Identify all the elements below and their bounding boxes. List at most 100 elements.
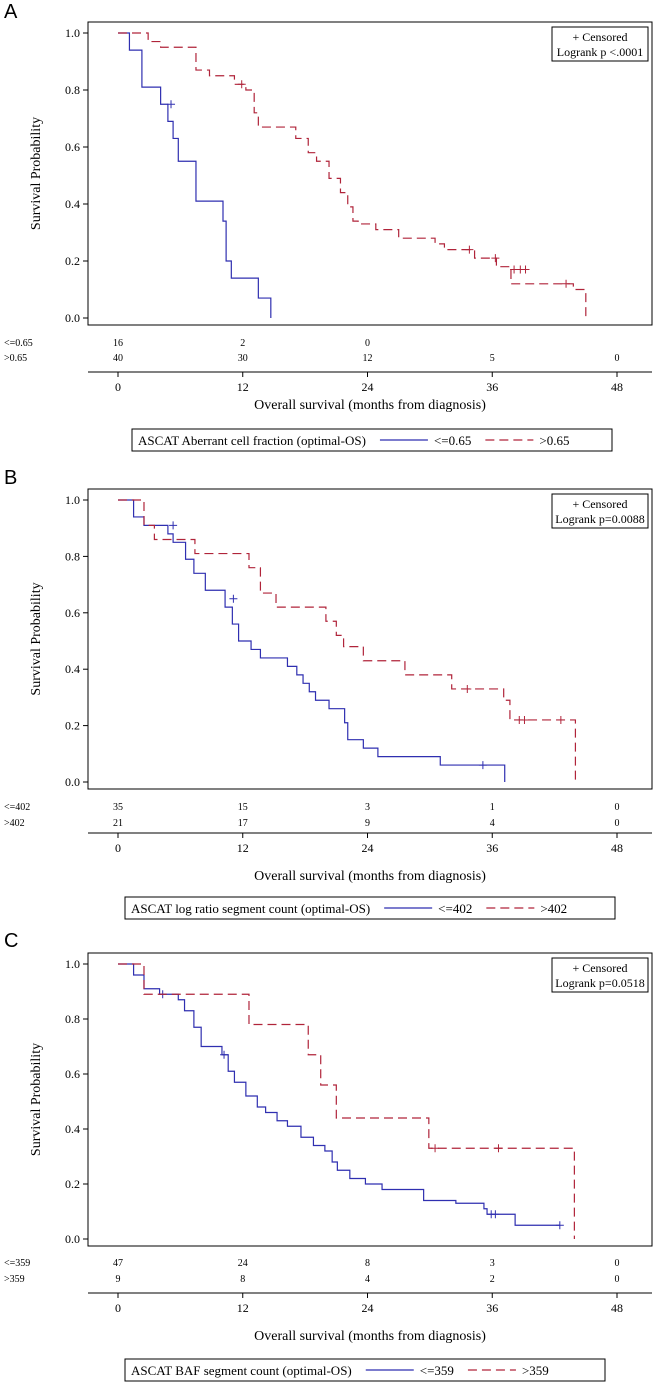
y-tick-label: 0.6 (65, 140, 80, 154)
series-legend-box (124, 896, 616, 920)
x-tick-label: 36 (486, 1301, 498, 1315)
y-tick-label: 0.0 (65, 1232, 80, 1246)
legend-entry: <=0.65 (434, 433, 471, 448)
censor-mark (555, 1221, 564, 1230)
censor-legend-box (551, 26, 649, 62)
logrank-pvalue: Logrank p <.0001 (557, 45, 643, 59)
censor-mark (520, 715, 529, 724)
panel-b: B 0.0 0.2 0.4 0.6 0.8 1.0 Survival Probability 0… (4, 467, 653, 920)
y-tick-label: 0.8 (65, 83, 80, 97)
x-tick-label: 24 (362, 1301, 374, 1315)
risk-group-label: <=359 (4, 1258, 30, 1269)
y-tick-label: 0.2 (65, 254, 80, 268)
y-tick-label: 0.8 (65, 1012, 80, 1026)
y-tick-label: 0.2 (65, 1177, 80, 1191)
y-tick-label: 0.6 (65, 1067, 80, 1081)
censor-mark (494, 1144, 503, 1153)
y-tick-label: 0.2 (65, 719, 80, 733)
plot-frame (87, 488, 653, 790)
y-tick-label: 0.0 (65, 311, 80, 325)
at-risk-count: 8 (365, 1258, 370, 1269)
risk-group-label: <=0.65 (4, 338, 33, 349)
at-risk-count: 2 (490, 1274, 495, 1285)
at-risk-count: 9 (116, 1274, 121, 1285)
y-tick-label: 1.0 (65, 26, 80, 40)
at-risk-count: 3 (365, 802, 370, 813)
risk-group-label: >402 (4, 818, 25, 829)
censor-mark (491, 1210, 500, 1219)
y-tick-label: 0.0 (65, 775, 80, 789)
at-risk-count: 8 (240, 1274, 245, 1285)
legend-entry: >402 (540, 901, 567, 916)
x-tick-label: 0 (115, 841, 121, 855)
at-risk-count: 15 (238, 802, 248, 813)
logrank-pvalue: Logrank p=0.0088 (555, 512, 644, 526)
censor-mark (556, 715, 565, 724)
censor-mark (491, 254, 500, 263)
at-risk-count: 47 (113, 1258, 123, 1269)
x-tick-label: 48 (611, 380, 623, 394)
legend-entry: <=402 (438, 901, 472, 916)
survival-curve-low (118, 499, 506, 782)
at-risk-count: 21 (113, 818, 123, 829)
x-tick-label: 12 (237, 1301, 249, 1315)
survival-curve-low (118, 963, 560, 1226)
censor-mark (562, 279, 571, 288)
at-risk-count: 35 (113, 802, 123, 813)
y-tick-label: 0.8 (65, 549, 80, 563)
series-legend-box (124, 1358, 606, 1382)
x-axis-title: Overall survival (months from diagnosis) (254, 1329, 486, 1344)
y-axis-title: Survival Probability (29, 117, 44, 230)
panel-letter: A (4, 1, 18, 23)
censored-note: + Censored (572, 497, 627, 511)
y-tick-label: 0.4 (65, 197, 80, 211)
survival-curve-high (118, 32, 587, 318)
legend-entry: >0.65 (539, 433, 569, 448)
censor-mark (169, 521, 178, 530)
panel-a: A 0.0 0.2 0.4 0.6 0.8 1.0 Survival Probability 0… (4, 1, 653, 452)
x-tick-label: 48 (611, 1301, 623, 1315)
at-risk-count: 2 (240, 338, 245, 349)
x-tick-label: 24 (362, 380, 374, 394)
at-risk-count: 3 (490, 1258, 495, 1269)
legend-entry: <=359 (420, 1363, 454, 1378)
at-risk-count: 16 (113, 338, 123, 349)
survival-curve-high (118, 963, 575, 1239)
at-risk-count: 12 (363, 353, 373, 364)
x-tick-label: 12 (237, 380, 249, 394)
x-tick-label: 0 (115, 380, 121, 394)
y-axis-title: Survival Probability (29, 582, 44, 695)
censor-mark (521, 265, 530, 274)
survival-curve-low (118, 32, 272, 318)
risk-group-label: >0.65 (4, 353, 27, 364)
x-tick-label: 48 (611, 841, 623, 855)
at-risk-count: 0 (615, 818, 620, 829)
censor-mark (431, 1144, 440, 1153)
at-risk-count: 0 (365, 338, 370, 349)
censor-mark (478, 761, 487, 770)
plot-frame (87, 21, 653, 326)
censored-note: + Censored (572, 961, 627, 975)
logrank-pvalue: Logrank p=0.0518 (555, 976, 644, 990)
censor-legend-box (551, 493, 649, 529)
x-axis-title: Overall survival (months from diagnosis) (254, 398, 486, 413)
censor-mark (465, 245, 474, 254)
at-risk-count: 40 (113, 353, 123, 364)
at-risk-count: 0 (615, 802, 620, 813)
x-tick-label: 36 (486, 380, 498, 394)
y-axis-title: Survival Probability (29, 1043, 44, 1156)
censor-mark (237, 80, 246, 89)
at-risk-count: 0 (615, 1274, 620, 1285)
legend-title: ASCAT log ratio segment count (optimal-O… (131, 901, 370, 916)
risk-group-label: >359 (4, 1274, 25, 1285)
panel-letter: C (4, 930, 18, 952)
at-risk-count: 17 (238, 818, 248, 829)
panel-c: C 0.0 0.2 0.4 0.6 0.8 1.0 Survival Probability 0… (4, 930, 653, 1382)
x-tick-label: 36 (486, 841, 498, 855)
at-risk-count: 4 (365, 1274, 370, 1285)
legend-title: ASCAT Aberrant cell fraction (optimal-OS… (138, 433, 366, 448)
at-risk-count: 0 (615, 353, 620, 364)
legend-entry: >359 (522, 1363, 549, 1378)
series-legend-box (131, 428, 613, 452)
at-risk-count: 0 (615, 1258, 620, 1269)
